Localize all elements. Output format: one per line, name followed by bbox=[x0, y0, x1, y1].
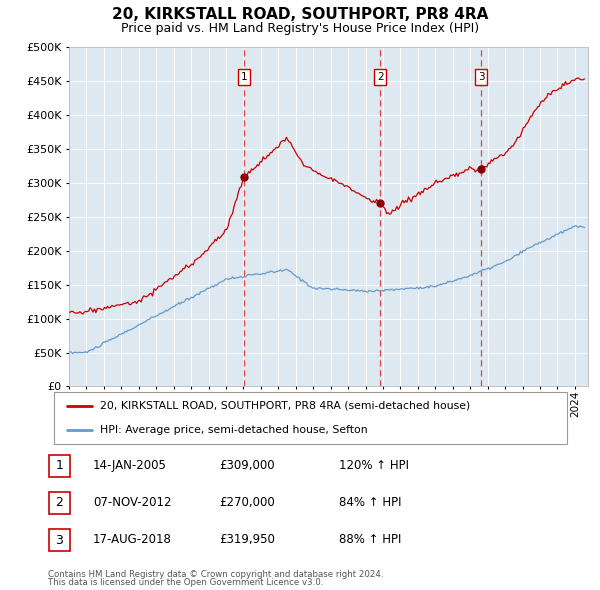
Text: This data is licensed under the Open Government Licence v3.0.: This data is licensed under the Open Gov… bbox=[48, 578, 323, 587]
Text: 07-NOV-2012: 07-NOV-2012 bbox=[93, 496, 172, 509]
Text: 20, KIRKSTALL ROAD, SOUTHPORT, PR8 4RA: 20, KIRKSTALL ROAD, SOUTHPORT, PR8 4RA bbox=[112, 6, 488, 22]
Text: 2: 2 bbox=[55, 496, 64, 510]
Text: 2: 2 bbox=[377, 72, 384, 82]
Text: 20, KIRKSTALL ROAD, SOUTHPORT, PR8 4RA (semi-detached house): 20, KIRKSTALL ROAD, SOUTHPORT, PR8 4RA (… bbox=[100, 401, 470, 411]
Text: 3: 3 bbox=[55, 533, 64, 547]
Text: £319,950: £319,950 bbox=[219, 533, 275, 546]
Text: £270,000: £270,000 bbox=[219, 496, 275, 509]
Text: HPI: Average price, semi-detached house, Sefton: HPI: Average price, semi-detached house,… bbox=[100, 425, 368, 435]
Text: Contains HM Land Registry data © Crown copyright and database right 2024.: Contains HM Land Registry data © Crown c… bbox=[48, 571, 383, 579]
Text: 3: 3 bbox=[478, 72, 485, 82]
Text: £309,000: £309,000 bbox=[219, 458, 275, 472]
Text: 14-JAN-2005: 14-JAN-2005 bbox=[93, 458, 167, 472]
Text: 1: 1 bbox=[241, 72, 247, 82]
Text: Price paid vs. HM Land Registry's House Price Index (HPI): Price paid vs. HM Land Registry's House … bbox=[121, 22, 479, 35]
Text: 120% ↑ HPI: 120% ↑ HPI bbox=[339, 458, 409, 472]
Text: 84% ↑ HPI: 84% ↑ HPI bbox=[339, 496, 401, 509]
Text: 88% ↑ HPI: 88% ↑ HPI bbox=[339, 533, 401, 546]
Text: 1: 1 bbox=[55, 459, 64, 473]
Text: 17-AUG-2018: 17-AUG-2018 bbox=[93, 533, 172, 546]
